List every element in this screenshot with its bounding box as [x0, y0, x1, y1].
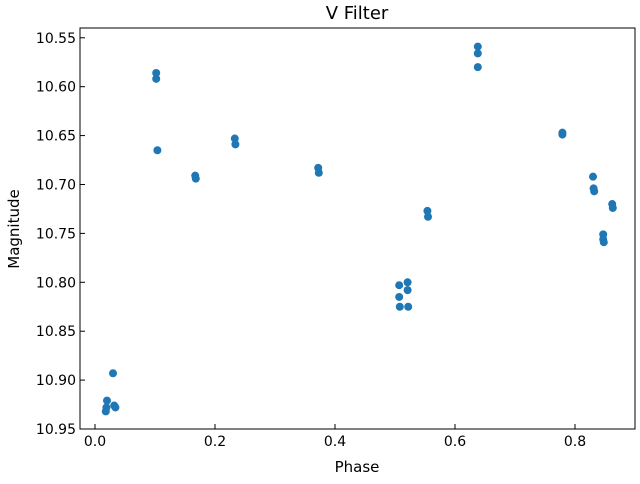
data-point: [231, 140, 240, 149]
data-point: [404, 302, 413, 311]
data-point: [103, 396, 111, 405]
x-axis-ticks: 0.0 0.2 0.4 0.6 0.8: [84, 424, 586, 450]
y-tick-label: 10.95: [36, 422, 76, 438]
data-point: [423, 206, 432, 215]
x-tick-label: 0.4: [324, 434, 346, 450]
y-tick-label: 10.80: [36, 275, 76, 291]
data-point: [152, 68, 161, 77]
x-tick-label: 0.8: [564, 434, 586, 450]
data-point: [314, 168, 323, 177]
data-point: [395, 292, 404, 301]
data-point: [395, 302, 404, 311]
data-point: [424, 212, 432, 221]
y-tick-label: 10.60: [36, 80, 76, 96]
plot-area-frame: [79, 27, 636, 430]
y-tick-label: 10.75: [36, 226, 76, 242]
x-tick-label: 0.6: [444, 434, 466, 450]
x-tick-label: 0.2: [204, 434, 226, 450]
data-point: [153, 146, 162, 155]
data-point: [558, 130, 567, 139]
y-axis-label: Magnitude: [5, 189, 23, 268]
data-point: [403, 286, 412, 295]
data-point: [102, 403, 111, 412]
y-tick-label: 10.70: [36, 177, 76, 193]
y-tick-label: 10.85: [36, 324, 76, 340]
y-axis-ticks: 10.55 10.60 10.65 10.70 10.75 10.80 10.85 10.90…: [36, 31, 85, 438]
data-point: [395, 281, 404, 290]
data-point: [152, 74, 161, 83]
data-point: [403, 278, 412, 287]
y-tick-label: 10.65: [36, 129, 76, 145]
y-tick-label: 10.90: [36, 373, 76, 389]
data-point: [473, 63, 482, 72]
y-tick-label: 10.55: [36, 31, 76, 47]
x-axis-label: Phase: [335, 458, 380, 476]
data-point: [473, 49, 482, 58]
data-point: [590, 187, 599, 196]
data-point: [111, 403, 120, 412]
data-point: [473, 42, 482, 51]
chart-title: V Filter: [326, 3, 389, 24]
data-point: [589, 172, 597, 181]
data-points: [101, 42, 617, 416]
data-point: [230, 134, 239, 143]
data-point: [608, 203, 617, 212]
data-point: [191, 174, 200, 183]
data-point: [109, 369, 117, 378]
x-tick-label: 0.0: [84, 434, 106, 450]
data-point: [599, 238, 608, 247]
